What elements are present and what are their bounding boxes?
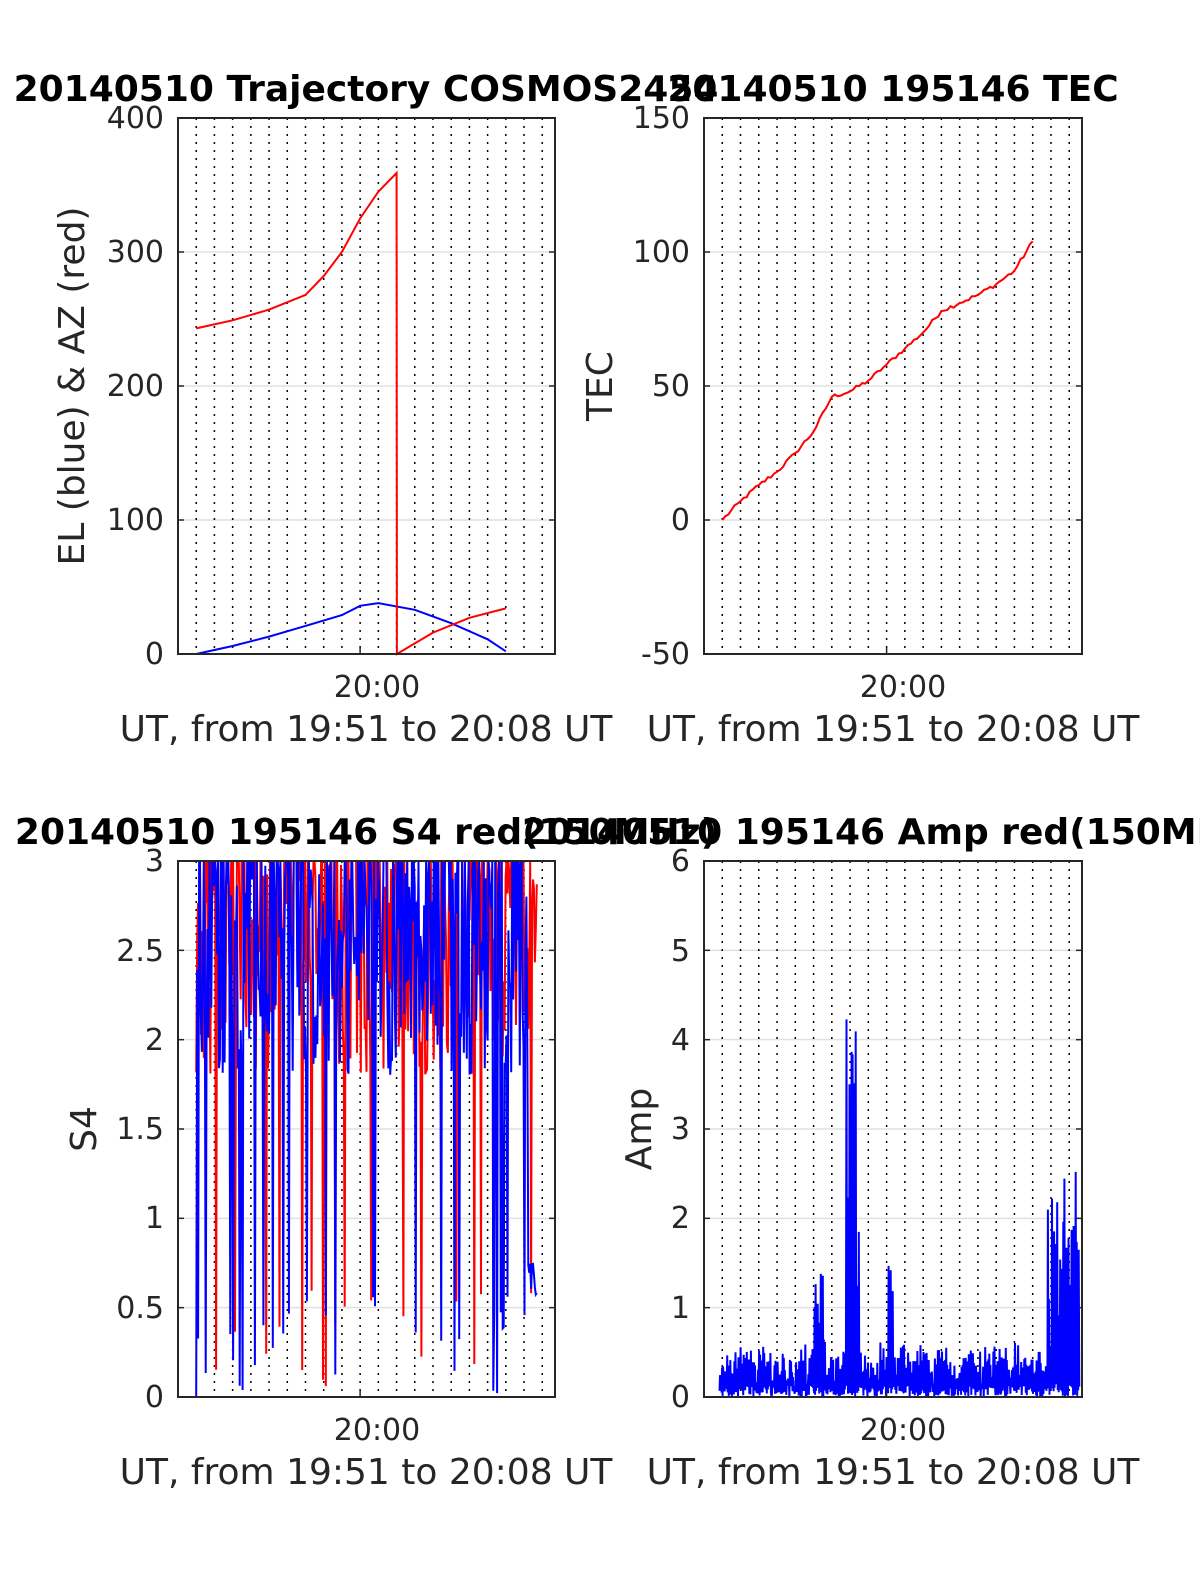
axes-box [703,860,1083,1398]
y-tick-label: 100 [633,235,690,270]
axes-box [703,117,1083,655]
panel-amp: 20140510 195146 Amp red(150MHz) UT, from… [522,812,1200,1493]
series-line [718,1019,1081,1398]
y-tick-label: 0 [671,1380,690,1415]
series-line [721,240,1034,521]
chart-title: 20140510 195146 TEC [667,69,1118,110]
x-tick-label: 20:00 [334,670,420,705]
series-line [195,170,507,656]
y-tick-label: 1 [145,1201,164,1236]
y-tick-label: 2 [145,1023,164,1058]
y-axis-label: S4 [64,1106,105,1152]
y-tick-label: 6 [671,844,690,879]
chart-title: 20140510 195146 Amp red(150MHz) [522,812,1200,853]
y-axis-label: TEC [580,351,621,422]
x-tick-label: 20:00 [860,670,946,705]
x-axis-label: UT, from 19:51 to 20:08 UT [647,709,1141,750]
x-tick-label: 20:00 [334,1413,420,1448]
y-tick-label: 2 [671,1201,690,1236]
panel-s4: 20140510 195146 S4 red(150MHz) UT, from … [15,812,717,1493]
y-tick-label: 400 [107,101,164,136]
x-axis-label: UT, from 19:51 to 20:08 UT [120,1452,614,1493]
y-tick-label: 3 [145,844,164,879]
series-line [195,602,507,655]
chart-title: 20140510 Trajectory COSMOS2454 [14,69,719,110]
y-tick-label: 2.5 [116,934,164,969]
y-tick-label: 1.5 [116,1112,164,1147]
chart-title: 20140510 195146 S4 red(150MHz) [15,812,717,853]
y-tick-label: -50 [641,637,690,672]
x-tick-label: 20:00 [860,1413,946,1448]
y-tick-label: 0 [145,637,164,672]
y-tick-label: 300 [107,235,164,270]
axes-box [177,117,556,655]
y-tick-label: 200 [107,369,164,404]
y-tick-label: 0 [145,1380,164,1415]
y-tick-label: 50 [652,369,690,404]
y-axis-label: EL (blue) & AZ (red) [52,207,93,566]
x-axis-label: UT, from 19:51 to 20:08 UT [647,1452,1141,1493]
y-tick-label: 0.5 [116,1291,164,1326]
y-tick-label: 100 [107,503,164,538]
axes-box [177,860,556,1398]
y-tick-label: 0 [671,503,690,538]
panel-trajectory: 20140510 Trajectory COSMOS2454 UT, from … [14,69,719,750]
y-tick-label: 5 [671,934,690,969]
y-tick-label: 3 [671,1112,690,1147]
x-axis-label: UT, from 19:51 to 20:08 UT [120,709,614,750]
y-tick-label: 4 [671,1023,690,1058]
panel-tec: 20140510 195146 TEC UT, from 19:51 to 20… [580,69,1140,750]
y-axis-label: Amp [619,1088,660,1171]
y-tick-label: 150 [633,101,690,136]
y-tick-label: 1 [671,1291,690,1326]
